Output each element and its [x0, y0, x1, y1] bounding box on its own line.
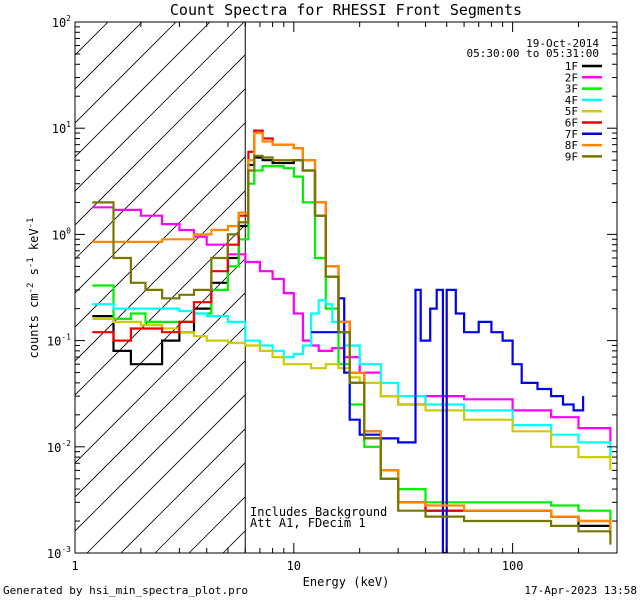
- chart-title: Count Spectra for RHESSI Front Segments: [170, 1, 522, 19]
- x-axis-label: Energy (keV): [303, 575, 390, 589]
- series-4F: [92, 299, 612, 458]
- y-tick-labels: 102 101 100 10-1 10-2 10-3: [47, 14, 71, 561]
- legend-label-9F: 9F: [565, 150, 578, 163]
- legend-label-7F: 7F: [565, 128, 578, 141]
- series-7F: [311, 288, 585, 553]
- time-range-label: 05:30:00 to 05:31:00: [467, 47, 599, 60]
- series-layer: [92, 129, 612, 553]
- legend-label-1F: 1F: [565, 60, 578, 73]
- annotation-attenuator: Att A1, FDecim 1: [250, 516, 366, 530]
- axis-ticks: [74, 22, 618, 554]
- x-tick-labels: 1 10 100: [71, 559, 523, 573]
- x-tick-label: 100: [502, 559, 524, 573]
- hatch-line: [75, 22, 177, 124]
- hatched-region: [0, 0, 617, 553]
- y-tick-label: 10-2: [47, 439, 71, 455]
- series-9F: [92, 154, 612, 545]
- hatch-line: [75, 22, 245, 192]
- legend-label-8F: 8F: [565, 139, 578, 152]
- date-label: 19-Oct-2014: [526, 37, 599, 50]
- legend-label-4F: 4F: [565, 94, 578, 107]
- y-tick-label: 10-3: [47, 545, 71, 561]
- series-2F: [92, 206, 612, 443]
- hatch-line: [75, 22, 143, 90]
- x-tick-label: 10: [287, 559, 301, 573]
- legend-label-2F: 2F: [565, 71, 578, 84]
- hatch-line: [75, 22, 109, 56]
- hatch-line: [75, 22, 211, 158]
- series-5F: [92, 317, 612, 471]
- y-tick-label: 101: [52, 120, 71, 136]
- legend-label-3F: 3F: [565, 83, 578, 96]
- x-tick-label: 1: [71, 559, 78, 573]
- legend-label-5F: 5F: [565, 105, 578, 118]
- series-8F: [92, 132, 612, 535]
- footer-generated-by: Generated by hsi_min_spectra_plot.pro: [3, 584, 248, 597]
- y-tick-label: 102: [52, 14, 71, 30]
- footer-timestamp: 17-Apr-2023 13:58: [524, 584, 637, 597]
- legend-label-6F: 6F: [565, 117, 578, 130]
- y-tick-label: 100: [52, 226, 71, 242]
- annotation-background: Includes Background: [250, 505, 387, 519]
- y-tick-label: 10-1: [47, 333, 71, 349]
- y-axis-label: counts cm-2 s-1 keV-1: [26, 218, 41, 359]
- hatch-line: [0, 0, 143, 553]
- hatch-line: [0, 0, 109, 553]
- plot-frame: [74, 21, 618, 554]
